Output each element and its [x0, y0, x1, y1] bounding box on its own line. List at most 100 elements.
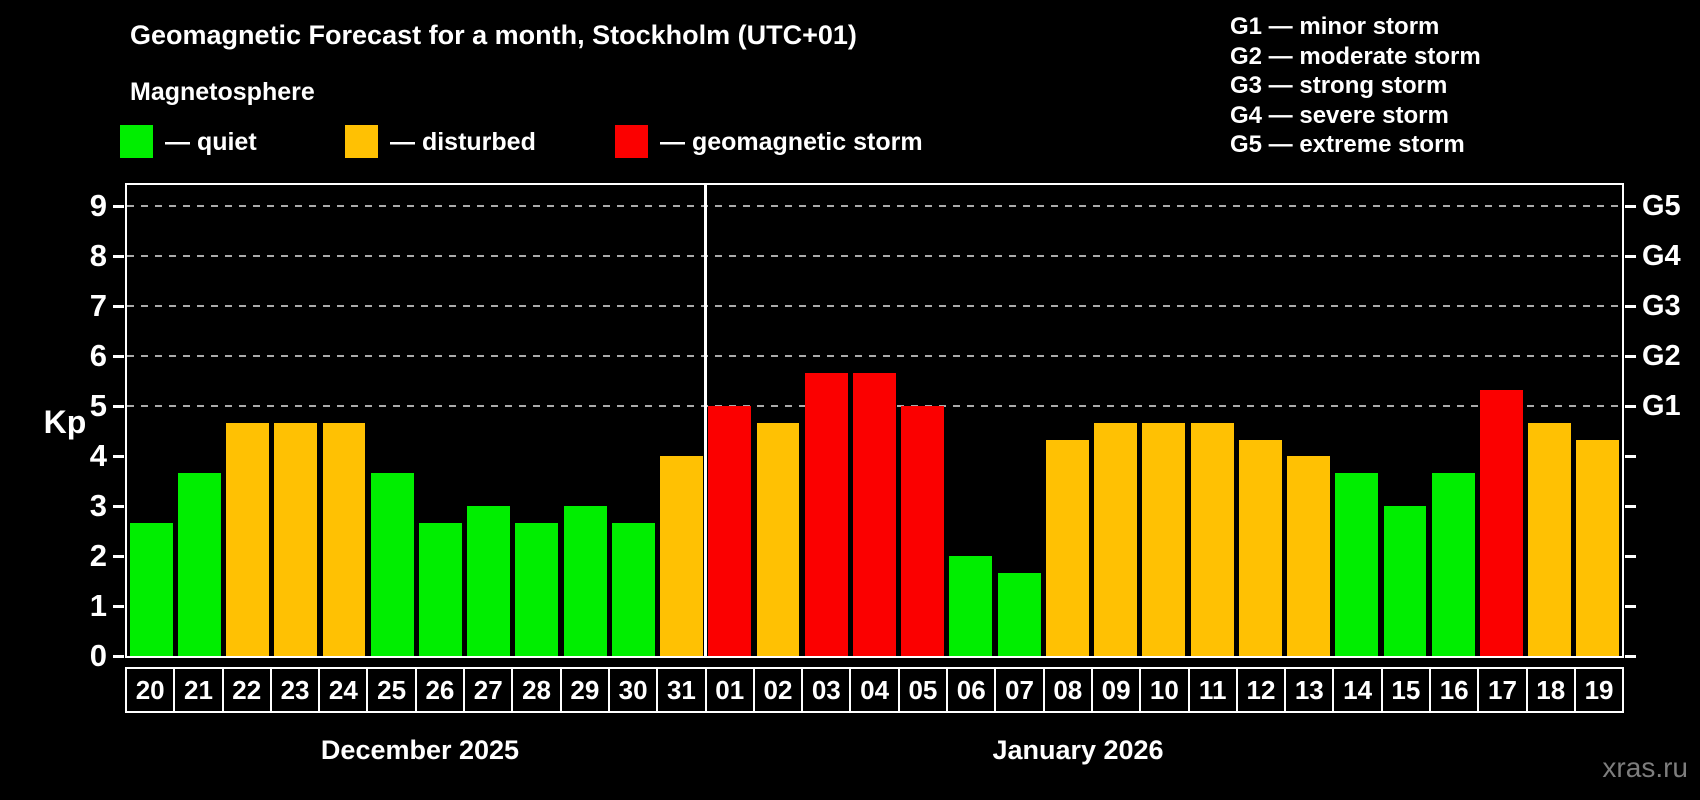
day-label-23: 23: [272, 669, 321, 711]
kp-bar-day-30: [611, 522, 655, 656]
day-label-28: 28: [513, 669, 562, 711]
kp-bar-day-17: [1479, 389, 1523, 656]
day-label-01: 01: [707, 669, 755, 711]
g-axis-tick-6: [1625, 354, 1636, 358]
kp-bar-day-07: [997, 572, 1041, 656]
g-axis-label-G4: G4: [1642, 240, 1681, 272]
kp-tick-4: [113, 454, 124, 458]
day-label-10: 10: [1141, 669, 1190, 711]
day-label-20: 20: [127, 669, 176, 711]
day-label-06: 06: [948, 669, 997, 711]
kp-tick-1: [113, 604, 124, 608]
day-label-09: 09: [1093, 669, 1142, 711]
g-scale-item-1: G1 — minor storm: [1230, 13, 1440, 40]
g-scale-item-5: G5 — extreme storm: [1230, 131, 1465, 159]
kp-tick-7: [113, 304, 124, 308]
storm-scale-legend: G1 — minor storm G2 — moderate storm G3 — …: [1230, 12, 1481, 160]
day-label-19: 19: [1584, 674, 1614, 705]
g-axis-tick-5: [1625, 404, 1636, 408]
g-axis-label-G1: G1: [1642, 390, 1681, 422]
month-separator-line: [704, 185, 708, 656]
g-axis-tick-4: [1625, 454, 1636, 458]
kp-bar-day-14: [1335, 472, 1379, 656]
kp-bar-day-18: [1528, 422, 1572, 656]
g-axis-tick-9: [1625, 204, 1636, 208]
g-axis-label-G5: G5: [1642, 190, 1681, 222]
kp-tick-0: [113, 654, 124, 658]
kp-bar-day-22: [226, 422, 269, 656]
kp-bar-day-21: [177, 472, 221, 656]
legend-swatch-quiet: [120, 125, 153, 158]
legend-label-disturbed: — disturbed: [390, 128, 536, 156]
month-label-2: January 2026: [992, 735, 1164, 765]
day-label-11: 11: [1190, 669, 1238, 711]
gridline-kp-7: [127, 305, 1622, 307]
g-axis-tick-3: [1625, 504, 1636, 508]
day-axis: 20 21 22 23 24 25 26 27 28 29 30 31 01 02 03 04 05 06 07 08…: [125, 667, 1624, 713]
kp-tick-label-5: 5: [89, 388, 107, 423]
day-label-31: 31: [658, 669, 707, 711]
g-axis-tick-0: [1625, 654, 1636, 658]
kp-bar-day-20: [129, 522, 173, 656]
kp-bar-day-08: [1045, 439, 1089, 656]
legend-label-storm: — geomagnetic storm: [660, 128, 923, 156]
kp-tick-8: [113, 254, 124, 258]
kp-tick-label-4: 4: [89, 438, 107, 473]
legend-swatch-storm: [615, 125, 648, 158]
day-label-25: 25: [368, 669, 417, 711]
day-label-04: 04: [851, 669, 900, 711]
kp-tick-label-7: 7: [89, 288, 107, 323]
g-axis-tick-8: [1625, 254, 1636, 258]
kp-bar-day-19: [1576, 439, 1620, 656]
g-axis-tick-7: [1625, 304, 1636, 308]
kp-bar-day-02: [756, 422, 800, 656]
kp-bar-day-27: [467, 506, 511, 656]
kp-tick-label-0: 0: [89, 638, 107, 673]
kp-bar-day-26: [419, 522, 462, 656]
kp-tick-6: [113, 354, 124, 358]
xras-watermark: xras.ru: [1602, 752, 1688, 783]
legend-label-quiet: — quiet: [165, 128, 257, 156]
day-label-16: 16: [1431, 669, 1480, 711]
g-scale-item-4: G4 — severe storm: [1230, 101, 1449, 129]
g-axis-tick-2: [1625, 554, 1636, 558]
kp-tick-label-6: 6: [89, 338, 107, 373]
gridline-kp-6: [127, 355, 1622, 357]
day-label-22: 22: [224, 669, 272, 711]
kp-tick-label-9: 9: [89, 188, 107, 223]
kp-bar-day-16: [1431, 472, 1475, 656]
day-label-03: 03: [803, 669, 852, 711]
kp-tick-5: [113, 404, 124, 408]
day-label-24: 24: [320, 669, 369, 711]
kp-tick-label-8: 8: [89, 238, 107, 273]
day-label-27: 27: [465, 669, 514, 711]
kp-bar-day-05: [901, 406, 945, 656]
kp-bar-day-11: [1190, 422, 1234, 656]
g-axis-label-G2: G2: [1642, 340, 1681, 372]
kp-bar-day-09: [1094, 422, 1138, 656]
day-label-02: 02: [755, 669, 804, 711]
kp-tick-9: [113, 204, 124, 208]
kp-tick-label-2: 2: [89, 538, 107, 573]
kp-axis-label: Kp: [43, 404, 87, 440]
kp-bar-day-12: [1238, 439, 1282, 656]
gridline-kp-8: [127, 255, 1622, 257]
kp-tick-3: [113, 504, 124, 508]
kp-bar-day-06: [949, 556, 993, 656]
kp-bar-day-03: [804, 372, 848, 656]
kp-bar-day-25: [370, 472, 414, 656]
day-label-07: 07: [996, 669, 1045, 711]
month-label-1: December 2025: [320, 735, 520, 765]
day-label-13: 13: [1286, 669, 1335, 711]
g-scale-item-3: G3 — strong storm: [1230, 72, 1448, 100]
kp-bar-day-28: [515, 522, 559, 656]
kp-bar-day-13: [1287, 456, 1330, 656]
kp-tick-2: [113, 554, 124, 558]
kp-bar-day-23: [274, 422, 318, 656]
day-label-08: 08: [1045, 669, 1093, 711]
day-label-26: 26: [417, 669, 466, 711]
day-label-05: 05: [900, 669, 949, 711]
day-label-30: 30: [610, 669, 659, 711]
kp-bar-day-01: [708, 406, 752, 656]
